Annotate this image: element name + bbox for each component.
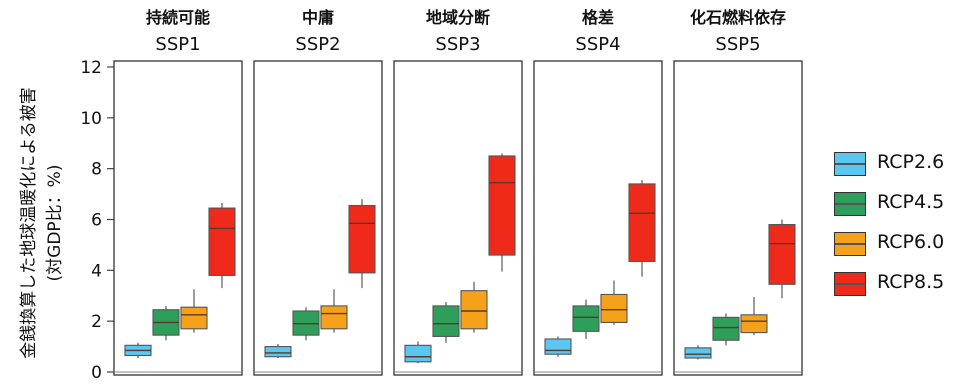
y-tick-label: 4 [91,261,102,281]
box-rcp45 [432,302,460,343]
box-rcp26 [404,341,432,364]
box-rcp60 [180,289,208,333]
box-rcp26 [544,336,572,357]
box-body [628,183,656,262]
panel-title: 化石燃料依存 [690,8,786,27]
y-tick-label: 8 [91,160,102,180]
box-rcp45 [572,299,600,339]
panel-subtitle: SSP1 [155,34,200,55]
legend-swatch-rcp45 [834,192,866,216]
box-body [264,346,292,358]
box-rcp45 [152,305,180,341]
panel-title: 地域分断 [426,8,490,27]
box-rcp60 [600,280,628,325]
panel-title: 中庸 [302,8,334,27]
y-tick-label: 2 [91,312,102,332]
box-body [320,305,348,330]
box-rcp85 [628,180,656,277]
legend-swatch-rcp60 [834,232,866,256]
box-rcp45 [712,313,740,346]
y-tick-label: 0 [91,363,102,383]
box-body [544,338,572,355]
box-body [404,344,432,363]
box-rcp85 [348,199,376,289]
box-body [488,155,516,256]
box-rcp85 [488,153,516,272]
box-body [768,224,796,285]
panel-subtitle: SSP2 [295,34,340,55]
panel-ssp3: 地域分断 SSP3 [393,8,523,376]
box-body [684,347,712,359]
box-rcp26 [684,345,712,360]
y-tick-label: 6 [91,211,102,231]
box-rcp45 [292,307,320,341]
y-axis-label: 金銭換算した地球温暖化による被害 [19,87,39,359]
box-rcp60 [740,297,768,336]
box-body [460,290,488,330]
box-body [600,293,628,323]
legend-swatch-rcp26 [834,152,866,176]
legend-label-rcp85: RCP8.5 [877,271,945,293]
y-tick-label: 10 [80,109,102,129]
panel-subtitle: SSP5 [715,34,760,55]
panel-ssp4: 格差 SSP4 [533,8,663,376]
legend-label-rcp26: RCP2.6 [877,151,945,173]
panel-subtitle: SSP3 [435,34,480,55]
box-rcp60 [320,289,348,333]
box-body [572,305,600,332]
panel-title: 格差 [582,8,614,27]
box-body [348,204,376,274]
panel-ssp5: 化石燃料依存 SSP5 [673,8,803,376]
panels: 持続可能 SSP1 中庸 SSP2 地域分断 SSP3 格差 SSP4 化石燃料依存 SSP5 [113,8,803,376]
legend-swatch-rcp85 [834,272,866,296]
box-body [180,306,208,330]
y-axis: 0 2 4 6 8 10 12 [80,58,114,383]
box-rcp26 [124,342,152,359]
y-axis-unit-label: (対GDP比：%) [45,165,65,282]
legend-label-rcp60: RCP6.0 [877,231,945,253]
panel-subtitle: SSP4 [575,34,620,55]
box-rcp85 [208,202,236,289]
box-body [740,314,768,334]
box-rcp85 [768,219,796,299]
y-tick-label: 12 [80,58,102,78]
box-rcp26 [264,344,292,359]
box-rcp60 [460,281,488,333]
legend-label-rcp45: RCP4.5 [877,191,945,213]
panel-ssp1: 持続可能 SSP1 [113,8,243,376]
box-body [712,316,740,341]
panel-ssp2: 中庸 SSP2 [253,8,383,376]
panel-title: 持続可能 [146,8,210,27]
box-body [432,305,460,337]
box-body [208,207,236,276]
